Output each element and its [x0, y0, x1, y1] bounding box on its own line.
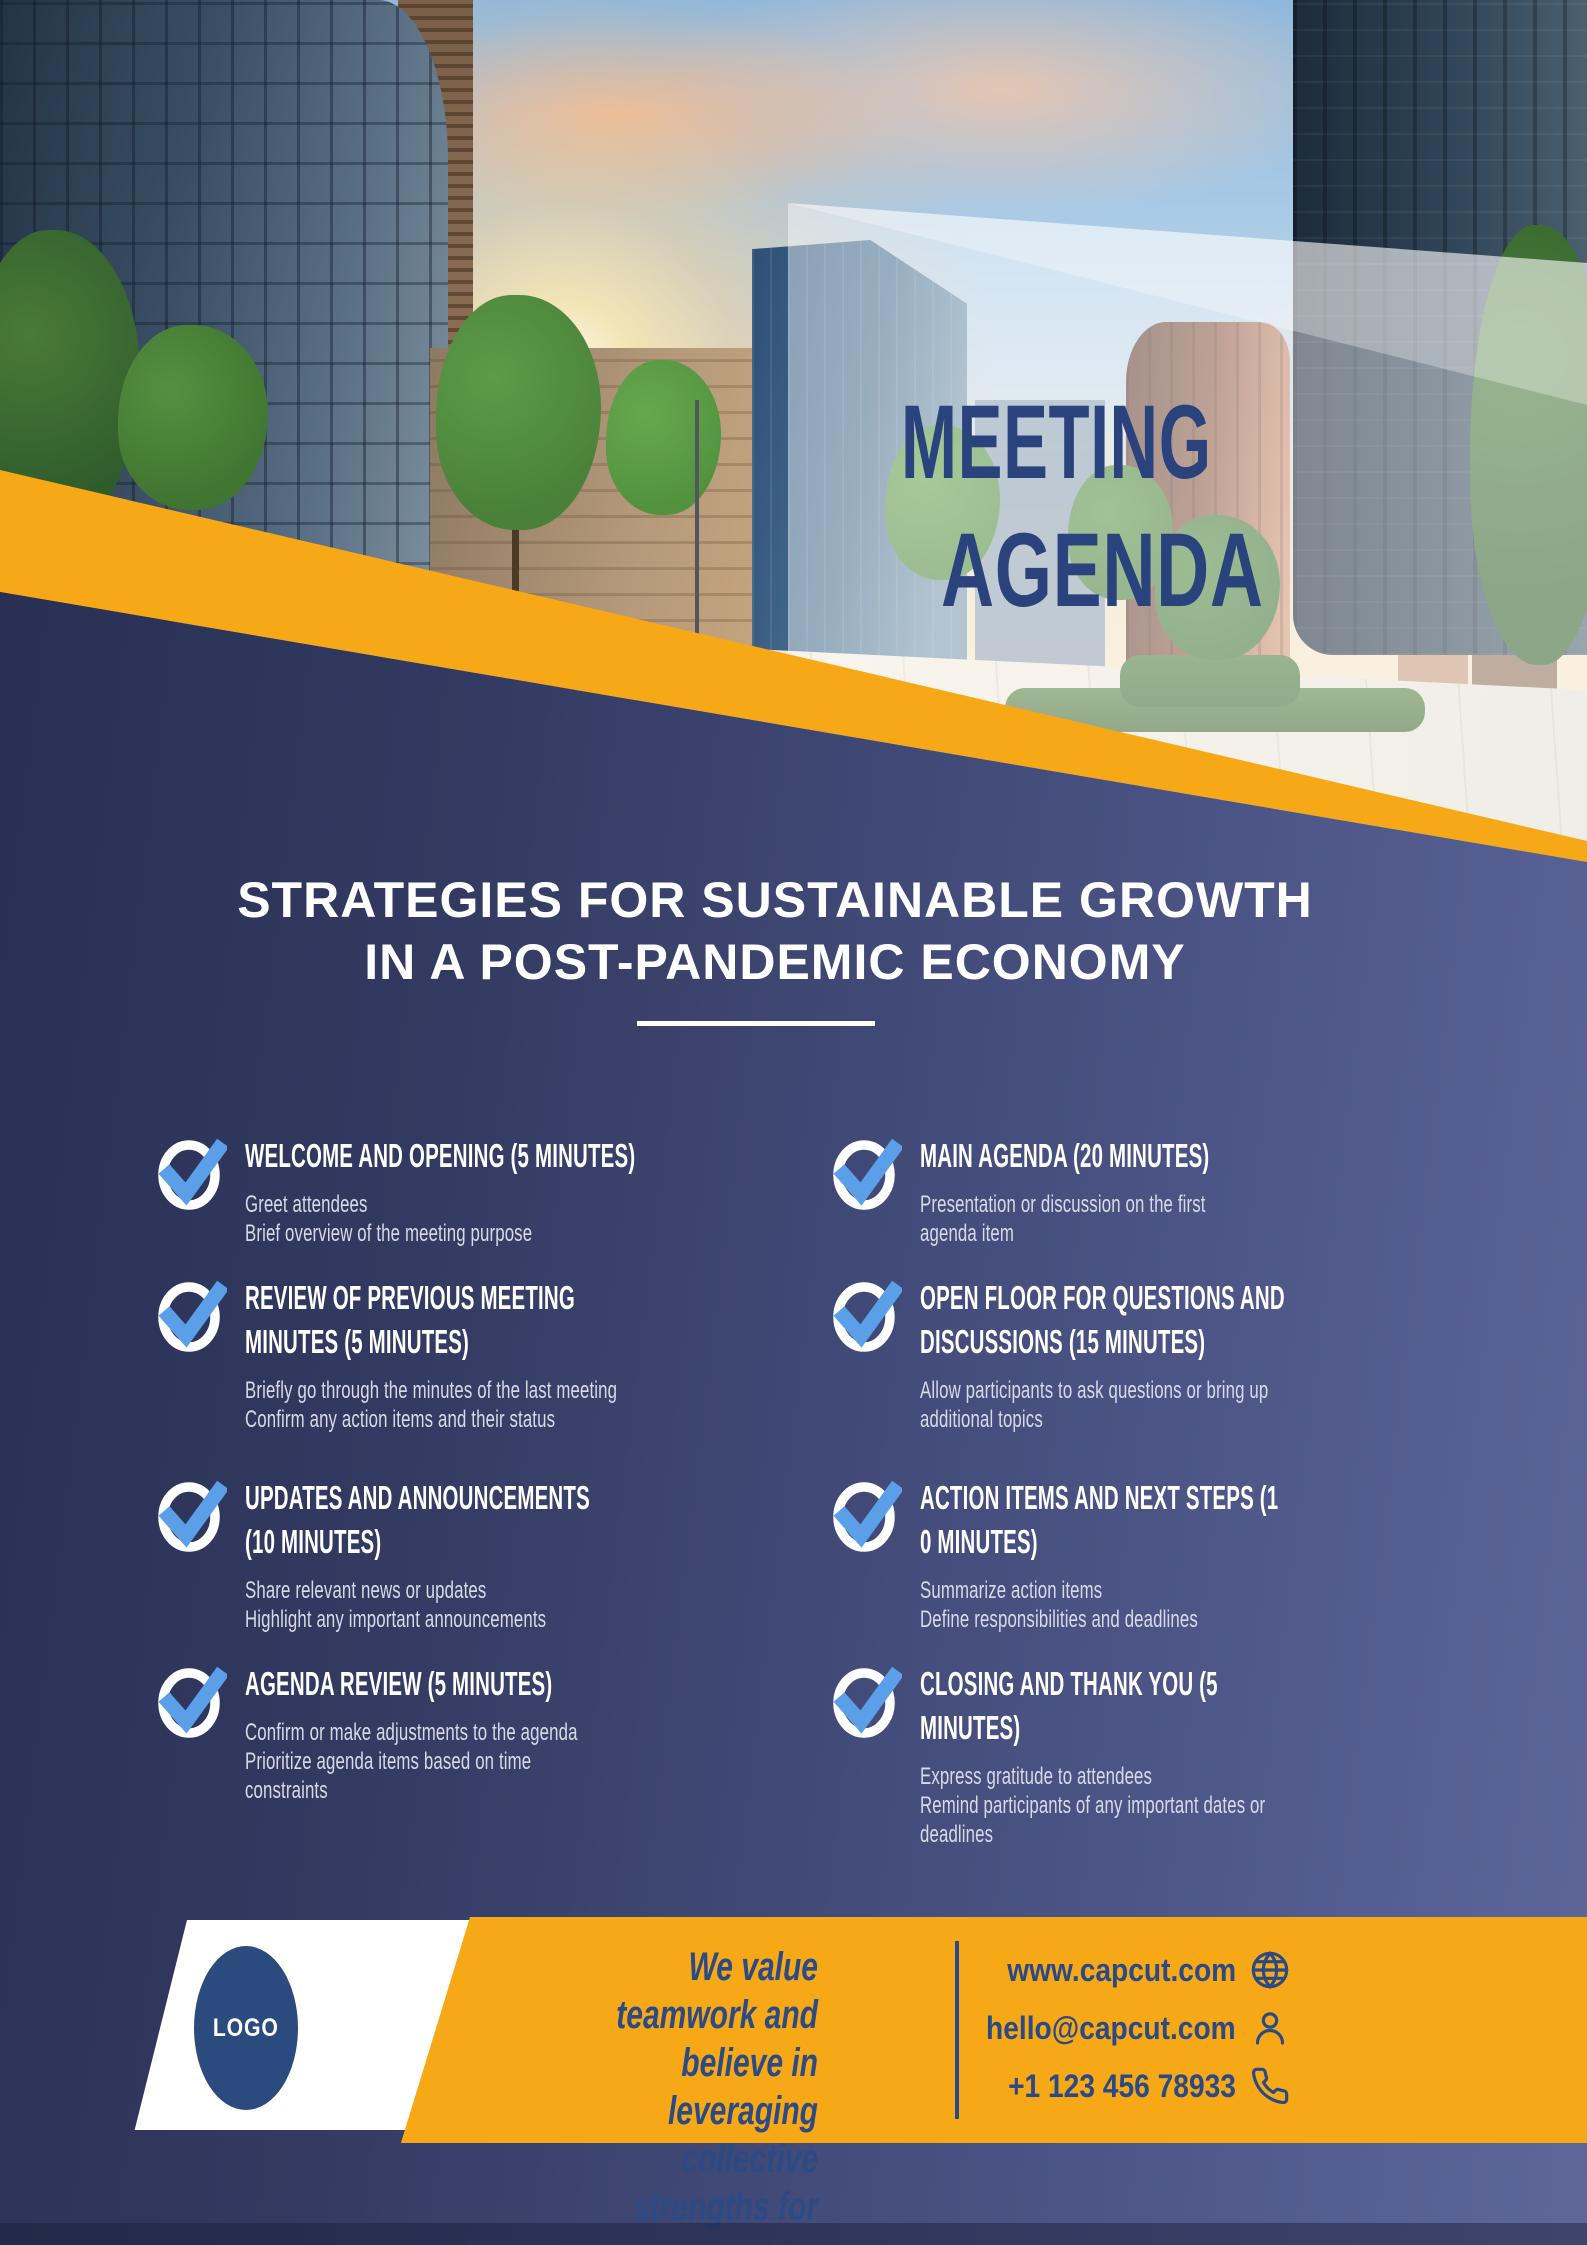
agenda-item-details: Confirm or make adjustments to the agend…: [245, 1719, 578, 1804]
agenda-item-details: Share relevant news or updates Highlight…: [245, 1577, 547, 1633]
hedge-bush: [1120, 655, 1300, 707]
street-lamp-pole: [695, 400, 699, 640]
agenda-item-details: Express gratitude to attendees Remind pa…: [920, 1763, 1266, 1848]
check-icon: [833, 1138, 902, 1210]
agenda-item-heading: REVIEW OF PREVIOUS MEETING MINUTES (5 MI…: [245, 1279, 575, 1360]
agenda-item-heading: WELCOME AND OPENING (5 MINUTES): [245, 1137, 636, 1174]
bottom-dark-strip: [0, 2223, 1587, 2245]
agenda-item-open-floor: OPEN FLOOR FOR QUESTIONS AND DISCUSSIONS…: [832, 1276, 1540, 1434]
tree: [885, 425, 1000, 580]
check-icon: [158, 1480, 227, 1552]
check-icon: [158, 1280, 227, 1352]
check-icon: [833, 1480, 902, 1552]
check-icon: [158, 1666, 227, 1738]
phone-icon: [1251, 2067, 1289, 2105]
phone-number: +1 123 456 78933: [1008, 2067, 1236, 2104]
agenda-item-welcome: WELCOME AND OPENING (5 MINUTES) Greet at…: [157, 1134, 865, 1248]
email-address: hello@capcut.com: [986, 2009, 1236, 2046]
agenda-item-main-agenda: MAIN AGENDA (20 MINUTES) Presentation or…: [832, 1134, 1540, 1248]
agenda-item-details: Summarize action items Define responsibi…: [920, 1577, 1198, 1633]
contact-divider: [955, 1941, 959, 2119]
tree: [606, 360, 721, 515]
meeting-topic-title: STRATEGIES FOR SUSTAINABLE GROWTH IN A P…: [237, 872, 1313, 990]
subtitle-divider: [637, 1021, 875, 1026]
agenda-item-heading: OPEN FLOOR FOR QUESTIONS AND DISCUSSIONS…: [920, 1279, 1285, 1360]
agenda-item-details: Greet attendees Brief overview of the me…: [245, 1191, 533, 1247]
city-photo: [0, 0, 1587, 915]
agenda-item-closing: CLOSING AND THANK YOU (5 MINUTES) Expres…: [832, 1662, 1540, 1849]
check-icon: [833, 1666, 902, 1738]
agenda-item-review-minutes: REVIEW OF PREVIOUS MEETING MINUTES (5 MI…: [157, 1276, 865, 1434]
website-url: www.capcut.com: [1007, 1951, 1236, 1988]
globe-icon: [1251, 1950, 1289, 1990]
footer-quote: We value teamwork and believe in leverag…: [616, 1945, 818, 2245]
agenda-item-action-items: ACTION ITEMS AND NEXT STEPS (1 0 MINUTES…: [832, 1476, 1540, 1634]
agenda-item-heading: UPDATES AND ANNOUNCEMENTS (10 MINUTES): [245, 1479, 590, 1560]
check-icon: [158, 1138, 227, 1210]
logo-badge: LOGO: [194, 1946, 298, 2110]
agenda-item-heading: ACTION ITEMS AND NEXT STEPS (1 0 MINUTES…: [920, 1479, 1279, 1560]
tree: [1470, 225, 1587, 665]
agenda-item-agenda-review: AGENDA REVIEW (5 MINUTES) Confirm or mak…: [157, 1662, 865, 1805]
contact-row-email: hello@capcut.com: [960, 2005, 1290, 2051]
tree: [436, 295, 601, 530]
agenda-item-heading: AGENDA REVIEW (5 MINUTES): [245, 1665, 553, 1702]
agenda-item-updates: UPDATES AND ANNOUNCEMENTS (10 MINUTES) S…: [157, 1476, 865, 1634]
logo-label: LOGO: [213, 2013, 279, 2042]
agenda-item-details: Allow participants to ask questions or b…: [920, 1377, 1269, 1433]
page-title-line1: MEETING: [901, 384, 1212, 501]
agenda-item-details: Presentation or discussion on the first …: [920, 1191, 1206, 1247]
tree: [118, 325, 268, 510]
page-title-line2: AGENDA: [941, 512, 1264, 629]
agenda-item-heading: CLOSING AND THANK YOU (5 MINUTES): [920, 1665, 1218, 1746]
agenda-item-heading: MAIN AGENDA (20 MINUTES): [920, 1137, 1210, 1174]
tree-trunk: [512, 505, 519, 650]
contact-row-phone: +1 123 456 78933: [960, 2063, 1290, 2109]
tree: [1155, 515, 1280, 660]
person-icon: [1255, 2012, 1285, 2045]
check-icon: [833, 1280, 902, 1352]
agenda-item-details: Briefly go through the minutes of the la…: [245, 1377, 618, 1433]
contact-row-website: www.capcut.com: [960, 1947, 1290, 1993]
